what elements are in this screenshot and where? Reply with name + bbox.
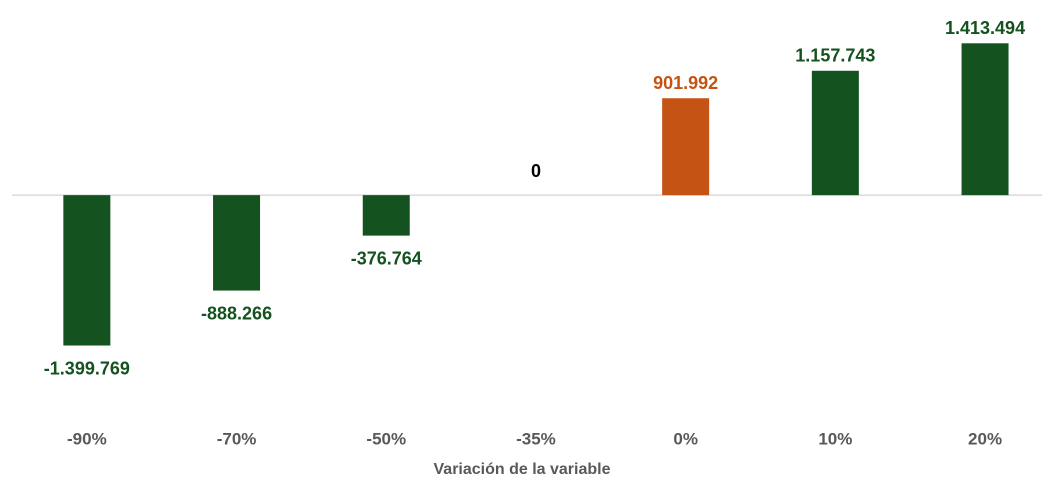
value-label: 901.992	[653, 73, 718, 93]
x-axis-label: Variación de la variable	[434, 461, 611, 478]
value-label: -376.764	[351, 248, 422, 268]
value-label: 1.413.494	[945, 18, 1025, 38]
x-tick-label: -50%	[366, 429, 406, 448]
x-tick-label: -35%	[516, 429, 556, 448]
bar	[362, 195, 410, 236]
x-tick-label: -70%	[217, 429, 257, 448]
bar	[63, 195, 111, 346]
value-label: -1.399.769	[44, 358, 130, 378]
x-tick-label: 20%	[968, 429, 1002, 448]
bar	[961, 43, 1009, 196]
bar	[213, 195, 261, 291]
x-tick-label: 10%	[818, 429, 852, 448]
value-label: 1.157.743	[795, 46, 875, 66]
bar	[811, 70, 859, 196]
x-tick-label: 0%	[673, 429, 698, 448]
value-label: 0	[531, 161, 541, 181]
value-label: -888.266	[201, 303, 272, 323]
x-tick-label: -90%	[67, 429, 107, 448]
bar	[662, 98, 710, 196]
